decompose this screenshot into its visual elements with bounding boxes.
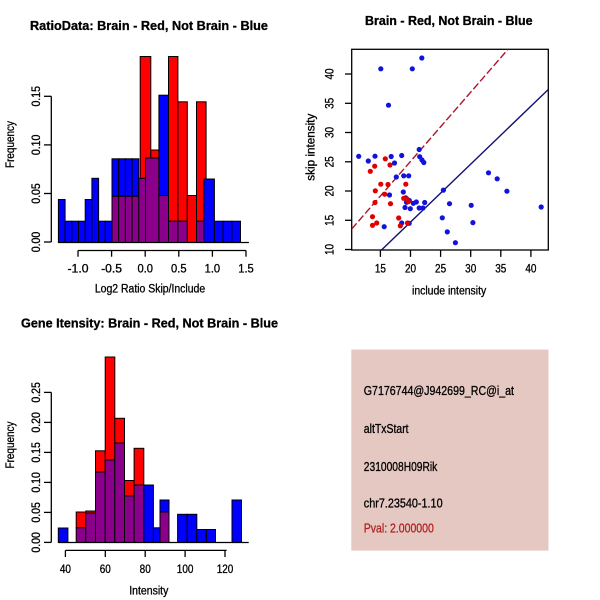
svg-text:0.15: 0.15 (31, 86, 43, 107)
svg-text:-0.5: -0.5 (101, 264, 122, 276)
svg-text:0.10: 0.10 (31, 135, 43, 156)
svg-text:Log2 Ratio Skip/Include: Log2 Ratio Skip/Include (95, 284, 205, 296)
svg-text:15: 15 (325, 215, 337, 226)
svg-text:2310008H09Rik: 2310008H09Rik (364, 460, 438, 474)
svg-text:40: 40 (325, 68, 337, 79)
svg-text:-1.0: -1.0 (68, 264, 89, 276)
svg-text:0.15: 0.15 (31, 442, 43, 463)
svg-text:10: 10 (325, 244, 337, 255)
svg-text:25: 25 (325, 156, 337, 167)
svg-text:40: 40 (60, 564, 71, 576)
svg-text:Pval: 2.000000: Pval: 2.000000 (364, 522, 434, 536)
svg-text:1.5: 1.5 (238, 264, 254, 276)
svg-text:Frequency: Frequency (5, 421, 17, 468)
svg-text:Frequency: Frequency (5, 121, 17, 168)
svg-text:30: 30 (465, 264, 476, 276)
svg-text:0.05: 0.05 (31, 183, 43, 204)
svg-text:0.0: 0.0 (137, 264, 153, 276)
svg-text:Gene Itensity: Brain - Red, No: Gene Itensity: Brain - Red, Not Brain - … (21, 316, 278, 331)
svg-text:G7176744@J942699_RC@i_at: G7176744@J942699_RC@i_at (364, 384, 515, 398)
svg-text:25: 25 (435, 264, 446, 276)
svg-text:80: 80 (140, 564, 151, 576)
svg-text:120: 120 (217, 564, 234, 576)
svg-text:15: 15 (375, 264, 386, 276)
svg-text:20: 20 (405, 264, 416, 276)
svg-text:35: 35 (495, 264, 506, 276)
svg-text:20: 20 (325, 185, 337, 196)
svg-text:1.0: 1.0 (205, 264, 221, 276)
svg-text:0.10: 0.10 (31, 472, 43, 493)
svg-text:altTxStart: altTxStart (364, 422, 409, 436)
svg-text:40: 40 (525, 264, 536, 276)
svg-text:35: 35 (325, 98, 337, 109)
svg-text:0.00: 0.00 (31, 232, 43, 253)
svg-text:0.5: 0.5 (171, 264, 187, 276)
svg-text:include intensity: include intensity (412, 286, 486, 298)
svg-text:Brain - Red, Not Brain - Blue: Brain - Red, Not Brain - Blue (365, 13, 533, 28)
svg-text:0.00: 0.00 (31, 532, 43, 553)
svg-text:chr7.23540-1.10: chr7.23540-1.10 (364, 497, 443, 511)
svg-text:0.20: 0.20 (31, 412, 43, 433)
svg-text:Intensity: Intensity (129, 586, 168, 598)
svg-text:30: 30 (325, 127, 337, 138)
svg-text:60: 60 (100, 564, 111, 576)
svg-text:0.25: 0.25 (31, 382, 43, 403)
svg-text:RatioData: Brain - Red, Not Br: RatioData: Brain - Red, Not Brain - Blue (30, 18, 268, 33)
svg-text:0.05: 0.05 (31, 502, 43, 523)
svg-text:100: 100 (177, 564, 194, 576)
svg-text:skip intensity: skip intensity (306, 113, 318, 180)
